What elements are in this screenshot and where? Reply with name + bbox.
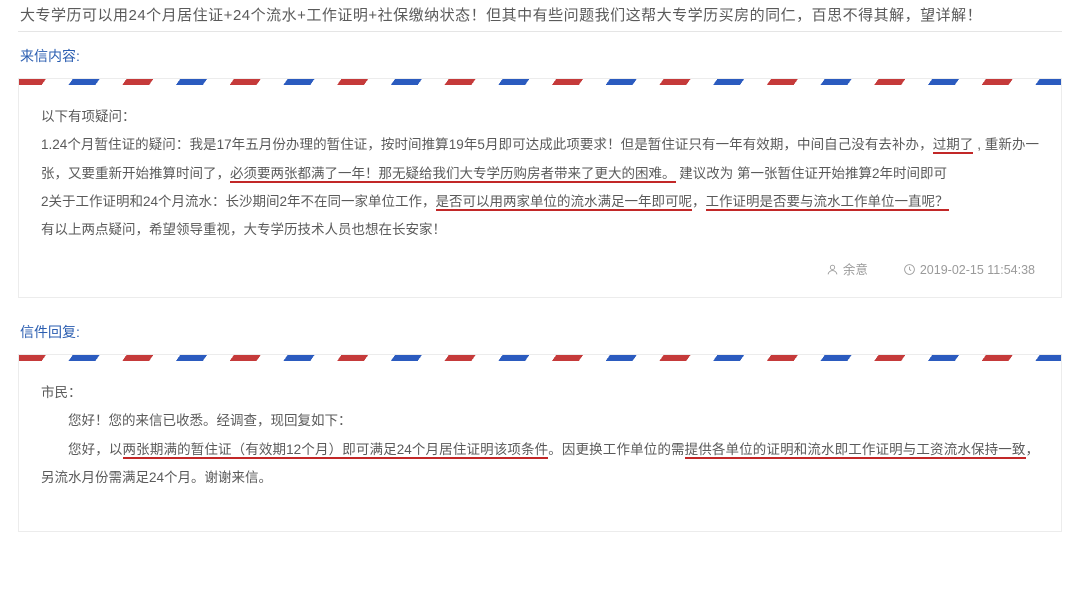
- letter-q2: 2关于工作证明和24个月流水：长沙期间2年不在同一家单位工作，是否可以用两家单位…: [41, 188, 1039, 216]
- q2-underline-1: 是否可以用两家单位的流水满足一年即可呢: [436, 194, 693, 211]
- r2-underline-2: 提供各单位的证明和流水即工作证明与工资流水保持一致: [685, 442, 1026, 459]
- q1-text-c: 建议改为 第一张暂住证开始推算2年时间即可: [676, 166, 948, 181]
- letter-intro: 以下有项疑问：: [41, 103, 1039, 131]
- letter-meta: 余意 2019-02-15 11:54:38: [41, 245, 1039, 283]
- user-icon: [826, 263, 839, 276]
- letter-author: 余意: [843, 263, 868, 277]
- clock-icon: [903, 263, 916, 276]
- q1-underline-2: 必须要两张都满了一年！那无疑给我们大专学历购房者带来了更大的困难。: [230, 166, 676, 183]
- q1-text-a: 1.24个月暂住证的疑问：我是17年五月份办理的暂住证，按时间推算19年5月即可…: [41, 137, 933, 152]
- q2-underline-2: 工作证明是否要与流水工作单位一直呢？: [706, 194, 949, 211]
- r2-text-a: 您好，以: [68, 442, 123, 457]
- reply-card: 市民： 您好！您的来信已收悉。经调查，现回复如下： 您好，以两张期满的暂住证（有…: [18, 354, 1062, 532]
- q2-text-a: 2关于工作证明和24个月流水：长沙期间2年不在同一家单位工作，: [41, 194, 436, 209]
- r2-underline-1: 两张期满的暂住证（有效期12个月）即可满足24个月居住证明该项条件: [123, 442, 549, 459]
- letter-timestamp: 2019-02-15 11:54:38: [920, 263, 1035, 277]
- reply-line1: 您好！您的来信已收悉。经调查，现回复如下：: [41, 407, 1039, 435]
- reply-line2: 您好，以两张期满的暂住证（有效期12个月）即可满足24个月居住证明该项条件。因更…: [41, 436, 1039, 493]
- question-title: 大专学历可以用24个月居住证+24个流水+工作证明+社保缴纳状态！但其中有些问题…: [18, 4, 1062, 31]
- q1-underline-1: 过期了: [933, 137, 974, 154]
- letter-card: 以下有项疑问： 1.24个月暂住证的疑问：我是17年五月份办理的暂住证，按时间推…: [18, 78, 1062, 298]
- letter-section-label: 来信内容:: [20, 46, 1062, 66]
- reply-salutation: 市民：: [41, 379, 1039, 407]
- r2-text-b: 。因更换工作单位的需: [548, 442, 684, 457]
- letter-q1: 1.24个月暂住证的疑问：我是17年五月份办理的暂住证，按时间推算19年5月即可…: [41, 131, 1039, 188]
- letter-closing: 有以上两点疑问，希望领导重视，大专学历技术人员也想在长安家！: [41, 216, 1039, 244]
- q2-text-b: ，: [692, 194, 706, 209]
- reply-section-label: 信件回复:: [20, 322, 1062, 342]
- divider: [18, 31, 1062, 32]
